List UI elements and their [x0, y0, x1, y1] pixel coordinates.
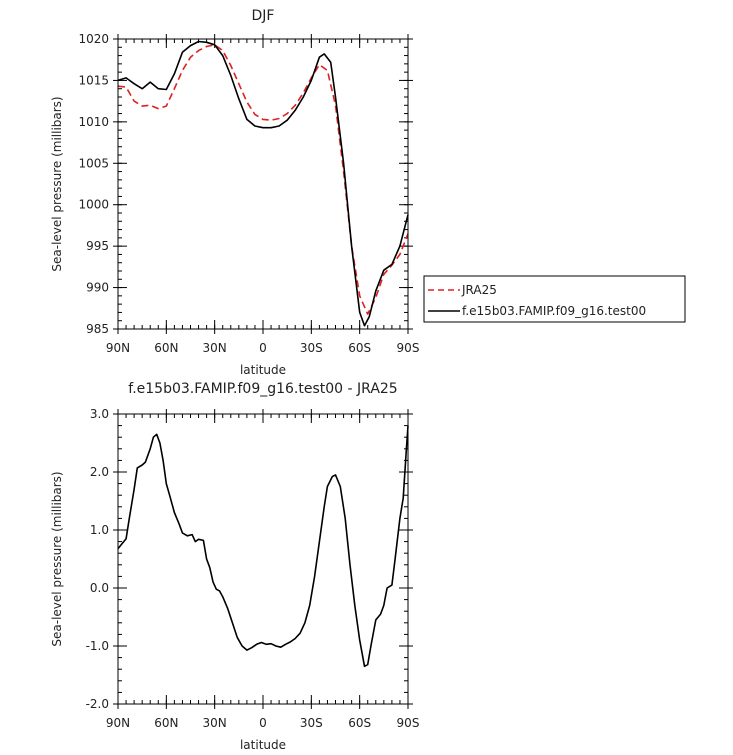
- y-tick-label: -2.0: [86, 697, 109, 711]
- x-tick-label: 90N: [106, 716, 130, 730]
- chart-bottom: f.e15b03.FAMIP.f09_g16.test00 - JRA25 -2…: [50, 381, 419, 752]
- x-tick-label: 30S: [300, 716, 323, 730]
- chart-top: DJF 985 990 995 1000 1005 1010 1015 1020 90N 60N 3…: [50, 8, 686, 377]
- y-tick-label: 1010: [78, 115, 109, 129]
- y-tick-label: 990: [86, 281, 109, 295]
- x-tick-label: 90S: [397, 716, 420, 730]
- chart-bottom-ticks: -2.0 -1.0 0.0 1.0 2.0 3.0 90N 60N 30N 0 30S 60S 90S: [86, 407, 420, 730]
- chart-top-legend: JRA25 f.e15b03.FAMIP.f09_g16.test00: [423, 275, 686, 323]
- legend-box: [423, 275, 686, 323]
- y-tick-label: 3.0: [90, 407, 109, 421]
- x-tick-label: 60N: [154, 716, 178, 730]
- y-tick-label: 1015: [78, 73, 109, 87]
- y-tick-label: 2.0: [90, 465, 109, 479]
- x-tick-label: 30N: [203, 716, 227, 730]
- y-tick-label: 995: [86, 239, 109, 253]
- chart-top-frame: [117, 38, 409, 330]
- chart-top-series-line-0: [117, 44, 409, 315]
- y-tick-label: 1.0: [90, 523, 109, 537]
- x-tick-label: 60S: [348, 716, 371, 730]
- y-tick-label: 985: [86, 322, 109, 336]
- y-tick-label: 0.0: [90, 581, 109, 595]
- x-tick-label: 90N: [106, 341, 130, 355]
- chart-bottom-series: [117, 425, 409, 668]
- chart-top-xlabel: latitude: [240, 363, 286, 377]
- chart-bottom-ylabel: Sea-level pressure (millibars): [50, 471, 64, 646]
- chart-top-series-line-1: [117, 40, 409, 327]
- y-tick-label: -1.0: [86, 639, 109, 653]
- x-tick-label: 90S: [397, 341, 420, 355]
- x-tick-label: 30N: [203, 341, 227, 355]
- x-tick-label: 60S: [348, 341, 371, 355]
- chart-bottom-frame: [117, 413, 409, 705]
- x-tick-label: 0: [259, 716, 267, 730]
- y-tick-label: 1000: [78, 198, 109, 212]
- chart-top-title: DJF: [252, 8, 275, 24]
- x-tick-label: 60N: [154, 341, 178, 355]
- chart-bottom-series-line-0: [117, 425, 409, 668]
- y-tick-label: 1005: [78, 156, 109, 170]
- legend-label-model: f.e15b03.FAMIP.f09_g16.test00: [462, 304, 646, 318]
- x-tick-label: 30S: [300, 341, 323, 355]
- chart-bottom-title: f.e15b03.FAMIP.f09_g16.test00 - JRA25: [128, 381, 397, 397]
- y-tick-label: 1020: [78, 32, 109, 46]
- chart-top-ylabel: Sea-level pressure (millibars): [50, 96, 64, 271]
- x-tick-label: 0: [259, 341, 267, 355]
- chart-top-series: [117, 40, 409, 327]
- legend-label-jra25: JRA25: [461, 283, 497, 297]
- chart-bottom-xlabel: latitude: [240, 738, 286, 752]
